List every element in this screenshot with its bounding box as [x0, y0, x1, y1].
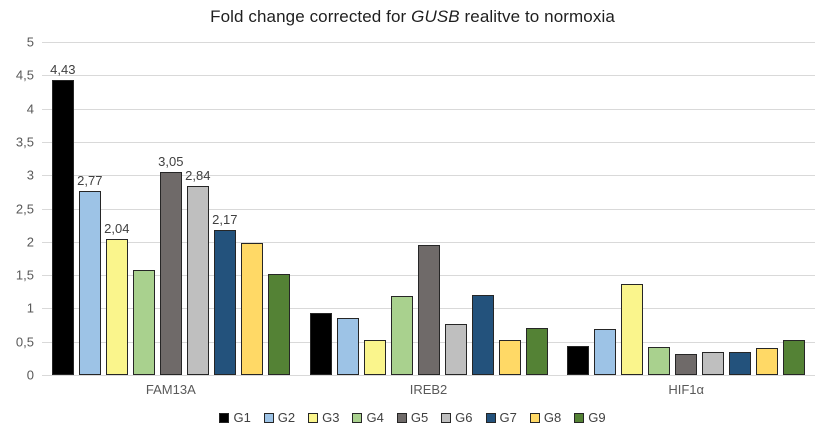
- bar-g9-hif1α: [783, 340, 806, 375]
- legend-item-g3: G3: [308, 410, 339, 425]
- bar-g4-hif1α: [648, 347, 671, 375]
- bar-g4-ireb2: [390, 295, 413, 375]
- bar-g9-ireb2: [525, 327, 548, 375]
- legend-label: G6: [455, 410, 473, 425]
- chart-title: Fold change corrected for GUSB realitve …: [0, 7, 825, 27]
- legend-swatch-icon: [219, 412, 230, 423]
- legend-label: G8: [543, 410, 562, 425]
- y-axis-tick-label: 2,5: [15, 201, 34, 216]
- legend-item-g1: G1: [219, 410, 251, 425]
- legend-swatch-icon: [263, 412, 274, 423]
- legend-item-g7: G7: [485, 410, 517, 425]
- legend-label: G3: [322, 410, 340, 425]
- gridline: [42, 75, 815, 77]
- bar-g9-fam13a: [267, 274, 290, 375]
- legend-swatch-icon: [574, 412, 585, 423]
- gridline: [42, 241, 815, 243]
- bar-g2-ireb2: [336, 318, 359, 375]
- bar-g8-ireb2: [498, 339, 521, 375]
- gridline: [42, 175, 815, 177]
- legend-swatch-icon: [441, 412, 452, 423]
- gridline: [42, 375, 815, 376]
- bar-g2-hif1α: [594, 329, 617, 375]
- legend-item-g6: G6: [441, 410, 473, 425]
- legend-label: G4: [366, 410, 384, 425]
- y-axis-tick-label: 0,5: [15, 334, 34, 350]
- legend-item-g8: G8: [529, 410, 562, 425]
- chart-title-prefix: Fold change corrected for: [210, 7, 412, 26]
- legend-label: G7: [499, 410, 517, 425]
- category-label-ireb2: IREB2: [409, 382, 448, 397]
- y-axis-tick-label: 2: [26, 234, 34, 250]
- legend: G1 G2 G3 G4 G5 G6 G7 G8 G9: [0, 410, 825, 425]
- legend-item-g4: G4: [352, 410, 384, 425]
- category-label-hif1α: HIF1α: [668, 382, 704, 397]
- legend-item-g5: G5: [396, 410, 429, 425]
- bar-data-label: 2,17: [212, 212, 238, 228]
- bar-g1-fam13a: [51, 79, 74, 375]
- bar-g5-hif1α: [675, 354, 698, 375]
- bar-g7-fam13a: [213, 230, 236, 375]
- y-axis-tick-label: 4: [26, 101, 34, 117]
- bar-g1-hif1α: [567, 346, 590, 375]
- gridline: [42, 141, 815, 143]
- bar-data-label: 2,04: [104, 221, 130, 237]
- legend-swatch-icon: [485, 412, 496, 423]
- legend-item-g9: G9: [574, 410, 606, 425]
- y-axis-tick-label: 0: [26, 367, 34, 383]
- legend-label: G1: [233, 410, 251, 425]
- bar-g3-ireb2: [363, 339, 386, 375]
- legend-label: G9: [588, 410, 606, 425]
- legend-swatch-icon: [352, 412, 363, 423]
- legend-swatch-icon: [396, 412, 407, 423]
- gridline: [42, 208, 815, 210]
- y-axis-tick-label: 1,5: [15, 267, 34, 283]
- bar-data-label: 3,05: [158, 153, 184, 169]
- legend-label: G2: [277, 410, 296, 425]
- y-axis-tick-label: 3: [26, 167, 34, 183]
- legend-item-g2: G2: [263, 410, 296, 425]
- category-label-fam13a: FAM13A: [145, 382, 196, 397]
- bar-g7-hif1α: [729, 351, 752, 375]
- bar-g2-fam13a: [78, 190, 101, 375]
- bar-g8-hif1α: [756, 347, 779, 375]
- bar-data-label: 2,84: [185, 167, 211, 183]
- bar-data-label: 2,77: [77, 172, 103, 188]
- legend-label: G5: [410, 410, 429, 425]
- bar-g6-hif1α: [702, 351, 725, 375]
- chart-title-gene-italic: GUSB: [411, 7, 460, 26]
- bar-g3-fam13a: [105, 239, 128, 375]
- y-axis-tick-label: 3,5: [15, 134, 34, 150]
- gridline: [42, 108, 815, 110]
- y-axis-tick-label: 5: [26, 34, 34, 50]
- chart-title-suffix: realitve to normoxia: [459, 7, 615, 26]
- bar-g4-fam13a: [132, 269, 155, 375]
- legend-swatch-icon: [529, 412, 540, 423]
- y-axis-tick-label: 1: [26, 300, 34, 316]
- gridline: [42, 42, 815, 43]
- bar-g7-ireb2: [471, 295, 494, 375]
- y-axis-tick-label: 4,5: [15, 67, 34, 83]
- bar-g8-fam13a: [240, 243, 263, 375]
- bar-g6-ireb2: [444, 323, 467, 375]
- bar-g5-fam13a: [159, 171, 182, 375]
- bar-data-label: 4,43: [50, 61, 76, 77]
- bar-g6-fam13a: [186, 185, 209, 375]
- bar-g3-hif1α: [621, 283, 644, 375]
- bar-g1-ireb2: [309, 313, 332, 375]
- legend-swatch-icon: [308, 412, 319, 423]
- bar-g5-ireb2: [417, 245, 440, 375]
